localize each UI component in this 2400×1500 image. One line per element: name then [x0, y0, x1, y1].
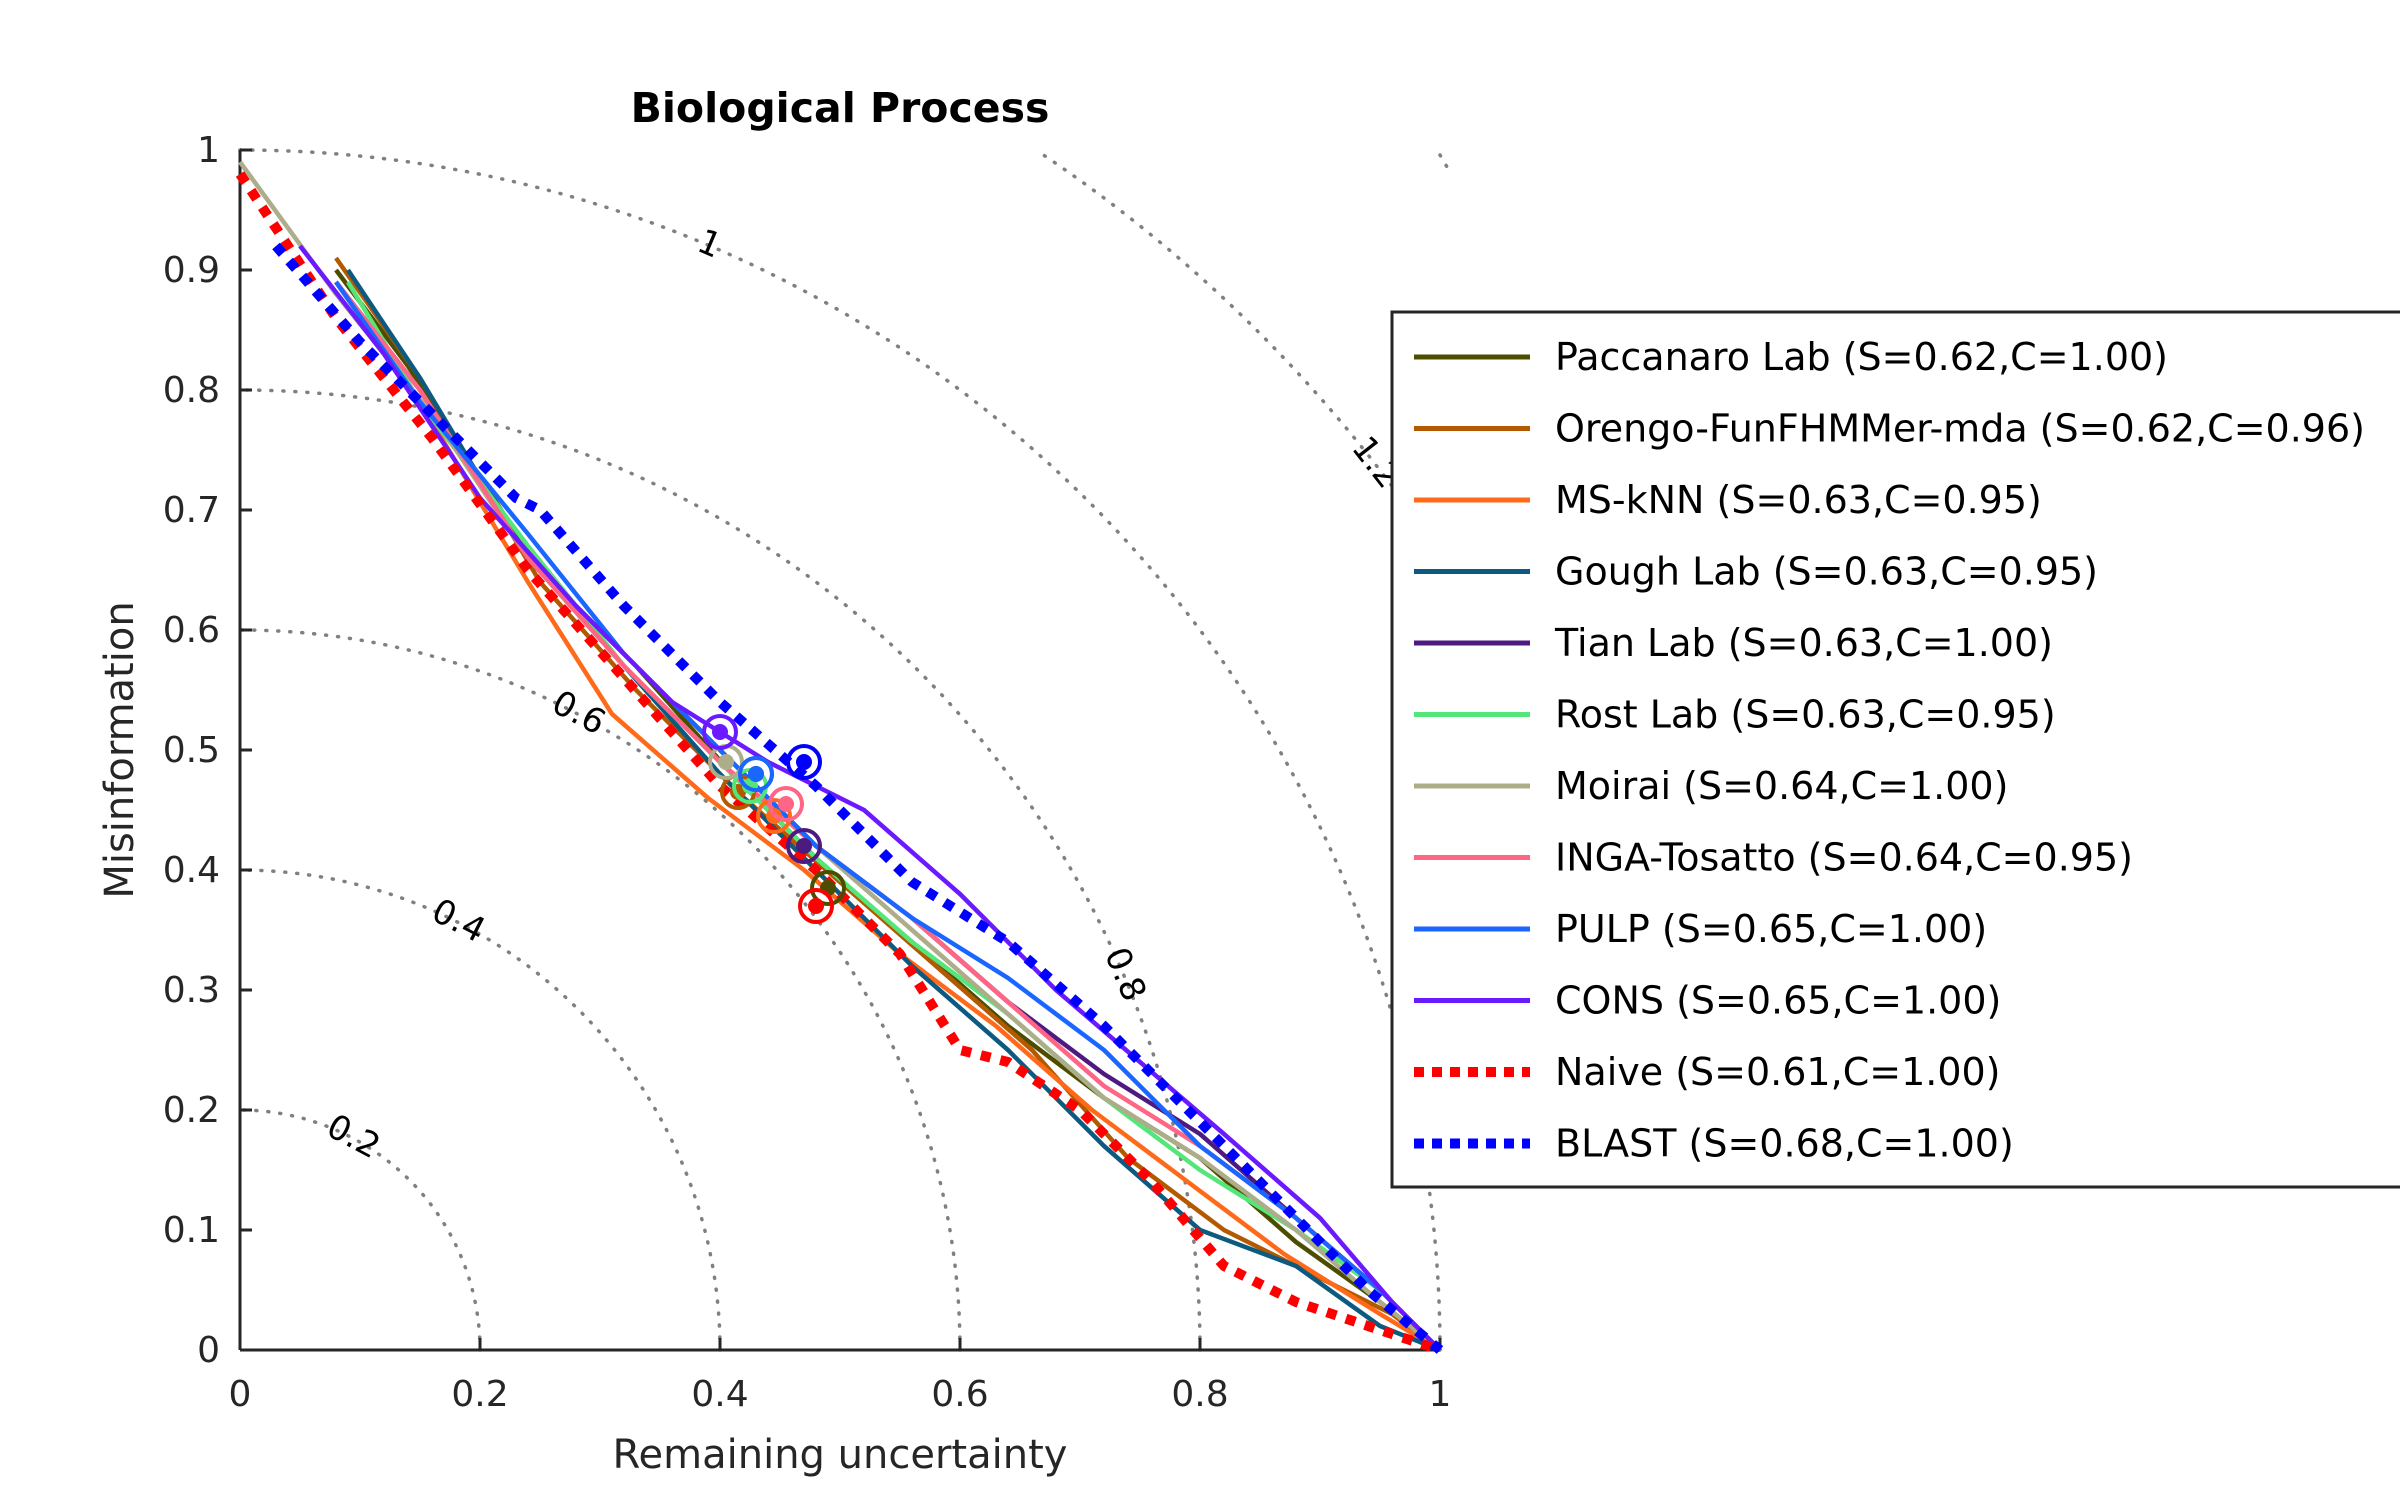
contour-arc [238, 868, 722, 1352]
series-marker-dot [796, 754, 812, 770]
series-line [346, 280, 1442, 1352]
contour-arc [1438, 153, 1452, 174]
series-line [235, 171, 1442, 1355]
contour-arc [238, 628, 962, 1352]
contour-layer: 0.20.40.60.811.2 [238, 148, 1452, 1352]
series-line [334, 280, 1442, 1352]
series-marker-dot [796, 838, 812, 854]
contour-arc [238, 388, 1202, 1352]
series-marker-ring [756, 798, 792, 834]
legend-label: Moirai (S=0.64,C=1.00) [1555, 764, 2008, 808]
y-tick-label: 0 [197, 1330, 220, 1371]
x-tick-label: 1 [1429, 1374, 1452, 1415]
x-tick-label: 0.6 [931, 1374, 988, 1415]
series-marker-ring [702, 714, 738, 750]
legend-label: BLAST (S=0.68,C=1.00) [1555, 1122, 2014, 1166]
legend-label: Orengo-FunFHMMer-mda (S=0.62,C=0.96) [1555, 407, 2365, 451]
series-line [238, 160, 1442, 1352]
series-line [334, 256, 1442, 1352]
contour-label: 0.6 [545, 683, 612, 744]
series-line [334, 280, 1442, 1352]
legend-label: MS-kNN (S=0.63,C=0.95) [1555, 478, 2042, 522]
legend: Paccanaro Lab (S=0.62,C=1.00) Orengo-FunF… [1390, 310, 2400, 1189]
contour-arc [1034, 148, 1442, 556]
y-tick-label: 0.4 [163, 850, 220, 891]
y-axis-label: Misinformation [97, 601, 143, 898]
y-tick-label: 1 [197, 130, 220, 171]
x-tick-label: 0.4 [691, 1374, 748, 1415]
series-layer [235, 160, 1444, 1355]
y-tick-label: 0.3 [163, 970, 220, 1011]
series-marker-dot [712, 724, 728, 740]
series-line [346, 268, 1441, 1353]
y-tick-label: 0.7 [163, 490, 220, 531]
legend-label: INGA-Tosatto (S=0.64,C=0.95) [1555, 836, 2133, 880]
legend-label: Gough Lab (S=0.63,C=0.95) [1555, 550, 2098, 594]
series-marker-ring [810, 870, 846, 906]
contour-label: 0.2 [320, 1106, 387, 1167]
series-marker-ring [768, 786, 804, 822]
y-tick-label: 0.1 [163, 1210, 220, 1251]
x-tick-label: 0.8 [1171, 1374, 1228, 1415]
series-marker-ring [798, 888, 834, 924]
series-marker-dot [778, 796, 794, 812]
y-tick-label: 0.2 [163, 1090, 220, 1131]
legend-box [1390, 310, 2400, 1189]
x-tick-label: 0.2 [451, 1374, 508, 1415]
series-marker-ring [738, 756, 774, 792]
legend-label: Paccanaro Lab (S=0.62,C=1.00) [1555, 335, 2168, 379]
legend-label: CONS (S=0.65,C=1.00) [1555, 979, 2001, 1023]
contour-label: 0.4 [425, 891, 491, 951]
markers-layer [702, 714, 846, 924]
series-line [334, 280, 1442, 1352]
y-tick-label: 0.5 [163, 730, 220, 771]
series-marker-ring [786, 744, 822, 780]
series-marker-dot [808, 898, 824, 914]
contour-label: 1 [692, 221, 728, 266]
contour-arc [238, 148, 1442, 1352]
y-tick-label: 0.6 [163, 610, 220, 651]
x-tick-label: 0 [229, 1374, 252, 1415]
series-line [272, 242, 1444, 1354]
contour-label: 0.8 [1096, 942, 1154, 1007]
series-marker-dot [718, 754, 734, 770]
series-marker-ring [786, 828, 822, 864]
legend-label: Rost Lab (S=0.63,C=0.95) [1555, 693, 2056, 737]
series-line [334, 268, 1442, 1352]
legend-label: Naive (S=0.61,C=1.00) [1555, 1050, 2001, 1094]
legend-label: PULP (S=0.65,C=1.00) [1555, 907, 1987, 951]
series-line [334, 280, 1442, 1352]
y-tick-label: 0.8 [163, 370, 220, 411]
contour-arc [238, 1108, 482, 1352]
series-marker-dot [748, 766, 764, 782]
x-axis-label: Remaining uncertainty [613, 1432, 1068, 1478]
chart-title: Biological Process [631, 84, 1050, 132]
series-line [298, 244, 1442, 1352]
y-tick-label: 0.9 [163, 250, 220, 291]
legend-label: Tian Lab (S=0.63,C=1.00) [1554, 621, 2053, 665]
axes-layer: 0 0.2 0.4 0.6 0.8 1 0 0.1 0.2 0.3 0.4 0.5 0.6 0.7 0.8 0… [163, 130, 1452, 1415]
